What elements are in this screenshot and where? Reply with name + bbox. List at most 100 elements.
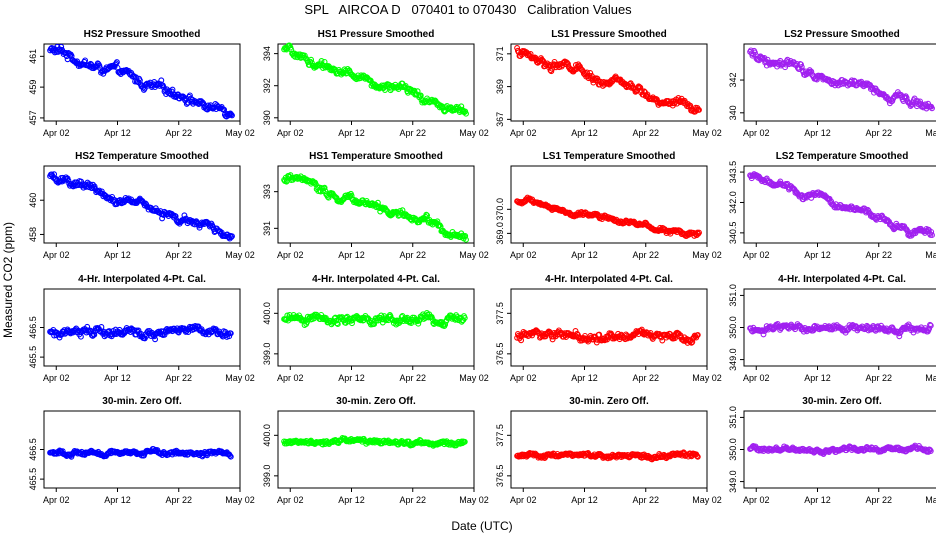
- panel-title: 30-min. Zero Off.: [336, 396, 416, 407]
- data-point: [764, 56, 771, 63]
- data-point: [91, 331, 98, 338]
- data-point: [547, 67, 554, 74]
- data-point: [197, 99, 204, 106]
- y-tick-label: 349.0: [728, 470, 738, 493]
- data-point: [928, 228, 935, 235]
- panel-p12: LS1 Temperature Smoothed Apr 02 Apr 12 Apr …: [495, 151, 722, 260]
- data-points: [47, 171, 235, 242]
- panel-title: LS1 Pressure Smoothed: [551, 29, 667, 40]
- x-axis-label: Date (UTC): [451, 519, 512, 533]
- data-points: [747, 321, 934, 340]
- x-tick-label: Apr 12: [804, 128, 831, 138]
- plot-frame: [277, 288, 475, 367]
- data-point: [539, 57, 546, 64]
- x-tick-label: May 02: [225, 495, 255, 505]
- x-tick-label: Apr 22: [399, 128, 426, 138]
- data-point: [782, 64, 789, 71]
- y-tick-label: 458: [28, 227, 38, 242]
- plot-frame: [510, 165, 708, 244]
- data-points: [747, 47, 935, 112]
- data-point: [229, 233, 235, 240]
- panel-title: LS2 Temperature Smoothed: [776, 151, 909, 162]
- x-tick-label: May 02: [692, 250, 722, 260]
- x-tick-label: May 02: [459, 495, 489, 505]
- data-point: [606, 81, 613, 88]
- data-point: [538, 56, 545, 63]
- data-points: [281, 310, 468, 330]
- plot-frame: [277, 410, 475, 489]
- data-point: [461, 233, 468, 240]
- data-point: [463, 236, 469, 243]
- data-point: [548, 68, 555, 75]
- x-tick-label: Apr 12: [804, 495, 831, 505]
- y-tick-label: 350.0: [728, 316, 738, 339]
- y-tick-label: 367: [495, 112, 505, 127]
- plot-frame: [510, 43, 708, 122]
- data-points: [281, 435, 468, 449]
- data-point: [318, 58, 325, 64]
- x-tick-label: May 02: [225, 128, 255, 138]
- data-points: [47, 43, 235, 120]
- panel-title: 4-Hr. Interpolated 4-Pt. Cal.: [78, 274, 206, 285]
- data-point: [798, 63, 805, 70]
- y-tick-label: 342: [728, 73, 738, 88]
- x-tick-label: Apr 12: [104, 495, 131, 505]
- y-tick-label: 394: [262, 46, 272, 61]
- data-point: [152, 336, 159, 343]
- data-point: [351, 198, 358, 205]
- data-point: [219, 333, 226, 340]
- data-point: [308, 56, 315, 63]
- panel-p30: 30-min. Zero Off. Apr 02 Apr 12 Apr 22 May 0…: [28, 396, 255, 505]
- data-point: [917, 98, 924, 105]
- plot-frame: [510, 288, 708, 367]
- data-point: [90, 184, 97, 191]
- data-point: [301, 52, 308, 59]
- data-point: [334, 320, 340, 327]
- panel-title: HS1 Temperature Smoothed: [309, 151, 443, 162]
- data-point: [798, 61, 804, 68]
- data-points: [47, 446, 234, 460]
- data-points: [281, 172, 469, 243]
- y-tick-label: 390: [262, 110, 272, 125]
- data-point: [308, 60, 315, 66]
- data-point: [461, 109, 468, 116]
- x-tick-label: Apr 22: [165, 250, 192, 260]
- y-tick-label: 369.0: [495, 222, 505, 245]
- y-tick-label: 350.0: [728, 438, 738, 461]
- panel-title: 30-min. Zero Off.: [102, 396, 182, 407]
- plot-frame: [510, 410, 708, 489]
- y-tick-label: 461: [28, 49, 38, 64]
- data-points: [747, 442, 934, 457]
- panel-title: 4-Hr. Interpolated 4-Pt. Cal.: [545, 274, 673, 285]
- y-tick-label: 465.5: [28, 468, 38, 491]
- data-point: [929, 105, 935, 112]
- x-tick-label: Apr 12: [571, 128, 598, 138]
- y-tick-label: 392: [262, 78, 272, 93]
- data-point: [172, 213, 179, 220]
- panel-p20: 4-Hr. Interpolated 4-Pt. Cal. Apr 02 Apr 1…: [28, 274, 255, 383]
- x-tick-label: Apr 12: [104, 128, 131, 138]
- panel-title: 30-min. Zero Off.: [569, 396, 649, 407]
- panel-title: 4-Hr. Interpolated 4-Pt. Cal.: [312, 274, 440, 285]
- panel-p02: LS1 Pressure Smoothed Apr 02 Apr 12 Apr 22 M…: [495, 29, 722, 138]
- plot-frame: [277, 43, 475, 122]
- y-tick-label: 466.5: [28, 438, 38, 461]
- y-tick-label: 371: [495, 46, 505, 61]
- y-tick-label: 369: [495, 79, 505, 94]
- data-points: [514, 449, 701, 463]
- x-tick-label: Apr 02: [510, 250, 537, 260]
- x-tick-label: Apr 02: [43, 495, 70, 505]
- x-tick-label: Apr 02: [743, 250, 770, 260]
- y-axis-label: Measured CO2 (ppm): [1, 222, 15, 338]
- y-tick-label: 399.0: [262, 465, 272, 488]
- data-point: [692, 231, 699, 238]
- plot-frame: [743, 165, 936, 244]
- x-tick-label: May 02: [459, 373, 489, 383]
- x-tick-label: Apr 22: [632, 373, 659, 383]
- data-point: [318, 185, 325, 191]
- panel-title: HS1 Pressure Smoothed: [318, 29, 435, 40]
- panel-p03: LS2 Pressure Smoothed Apr 02 Apr 12 Apr 22 M…: [728, 29, 936, 138]
- panel-p11: HS1 Temperature Smoothed Apr 02 Apr 12 Apr …: [262, 151, 489, 260]
- y-tick-label: 343.5: [728, 161, 738, 184]
- data-point: [226, 333, 233, 340]
